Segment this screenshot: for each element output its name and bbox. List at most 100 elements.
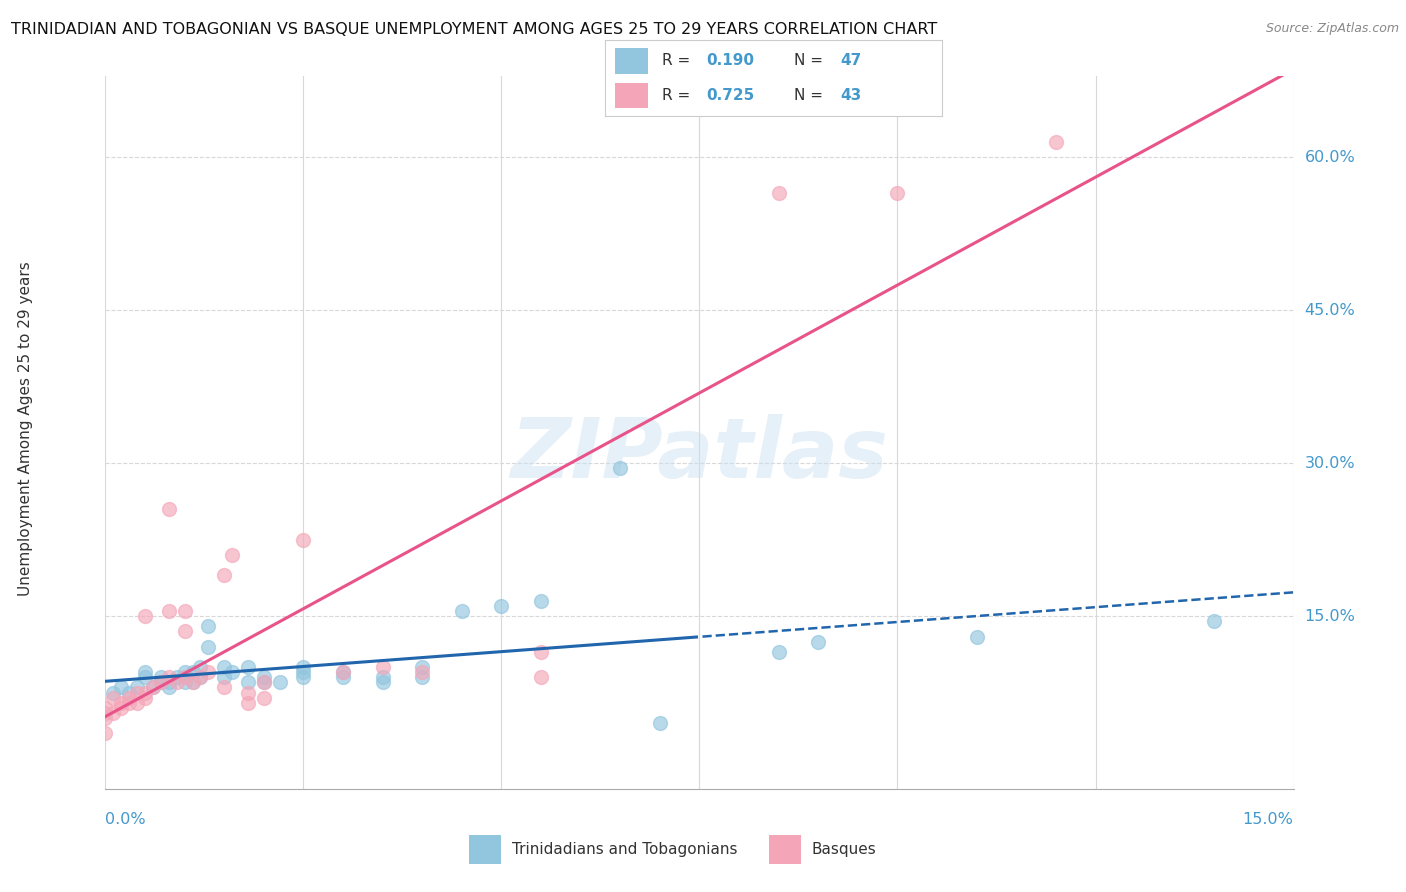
Point	[214, 568, 236, 582]
Text: 0.725: 0.725	[706, 87, 754, 103]
Point	[134, 690, 156, 705]
Point	[197, 619, 219, 633]
Point	[181, 675, 204, 690]
Point	[197, 665, 219, 680]
Point	[110, 701, 132, 715]
Point	[173, 675, 195, 690]
Point	[181, 675, 204, 690]
Point	[173, 670, 195, 684]
Point	[886, 186, 908, 200]
Point	[332, 670, 354, 684]
Point	[118, 685, 141, 699]
Point	[110, 681, 132, 695]
Bar	[614, 83, 648, 109]
Point	[94, 706, 117, 720]
Point	[149, 675, 172, 690]
Point	[214, 670, 236, 684]
Point	[173, 624, 195, 639]
Point	[236, 660, 259, 674]
Text: 60.0%: 60.0%	[1305, 150, 1355, 165]
Point	[127, 696, 149, 710]
Point	[197, 640, 219, 654]
Point	[142, 681, 165, 695]
Text: Basques: Basques	[811, 842, 876, 857]
Point	[127, 685, 149, 699]
Point	[190, 670, 212, 684]
Point	[768, 186, 790, 200]
Point	[768, 645, 790, 659]
Point	[221, 548, 243, 562]
Point	[157, 670, 180, 684]
Point	[94, 701, 117, 715]
Bar	[769, 835, 800, 864]
Point	[190, 670, 212, 684]
Point	[1204, 614, 1226, 628]
Text: 43: 43	[841, 87, 862, 103]
Text: R =: R =	[662, 87, 695, 103]
Text: 0.0%: 0.0%	[105, 812, 146, 827]
Point	[173, 604, 195, 618]
Point	[450, 604, 472, 618]
Point	[127, 681, 149, 695]
Point	[118, 690, 141, 705]
Text: Trinidadians and Tobagonians: Trinidadians and Tobagonians	[512, 842, 738, 857]
Text: ZIPatlas: ZIPatlas	[510, 414, 889, 494]
Text: Source: ZipAtlas.com: Source: ZipAtlas.com	[1265, 22, 1399, 36]
Point	[491, 599, 513, 613]
Point	[157, 604, 180, 618]
Point	[94, 711, 117, 725]
Point	[530, 670, 553, 684]
Point	[292, 665, 315, 680]
Point	[214, 681, 236, 695]
Point	[173, 670, 195, 684]
Point	[253, 690, 276, 705]
Point	[214, 660, 236, 674]
Point	[149, 675, 172, 690]
Point	[166, 675, 188, 690]
Bar	[470, 835, 502, 864]
Text: N =: N =	[793, 54, 827, 69]
Point	[807, 634, 830, 648]
Text: 15.0%: 15.0%	[1243, 812, 1294, 827]
Point	[236, 675, 259, 690]
Point	[149, 670, 172, 684]
Point	[103, 706, 125, 720]
Point	[221, 665, 243, 680]
Text: R =: R =	[662, 54, 695, 69]
Point	[157, 502, 180, 516]
Point	[134, 685, 156, 699]
Point	[269, 675, 291, 690]
Point	[103, 690, 125, 705]
Point	[103, 685, 125, 699]
Point	[371, 670, 394, 684]
Point	[190, 660, 212, 674]
Point	[94, 726, 117, 740]
Point	[1045, 135, 1067, 149]
Point	[411, 665, 433, 680]
Point	[157, 675, 180, 690]
Point	[110, 696, 132, 710]
Point	[134, 670, 156, 684]
Point	[253, 670, 276, 684]
Point	[332, 665, 354, 680]
Point	[530, 594, 553, 608]
Text: 47: 47	[841, 54, 862, 69]
Text: 0.190: 0.190	[706, 54, 754, 69]
Point	[648, 716, 671, 731]
Point	[371, 675, 394, 690]
Text: 45.0%: 45.0%	[1305, 302, 1355, 318]
Point	[134, 665, 156, 680]
Point	[118, 696, 141, 710]
Point	[173, 665, 195, 680]
Text: 15.0%: 15.0%	[1305, 608, 1355, 624]
Point	[292, 670, 315, 684]
Text: TRINIDADIAN AND TOBAGONIAN VS BASQUE UNEMPLOYMENT AMONG AGES 25 TO 29 YEARS CORR: TRINIDADIAN AND TOBAGONIAN VS BASQUE UNE…	[11, 22, 938, 37]
Point	[253, 675, 276, 690]
Point	[966, 630, 988, 644]
Point	[411, 660, 433, 674]
Point	[253, 675, 276, 690]
Point	[166, 670, 188, 684]
Bar	[614, 48, 648, 73]
Point	[236, 685, 259, 699]
Point	[292, 660, 315, 674]
